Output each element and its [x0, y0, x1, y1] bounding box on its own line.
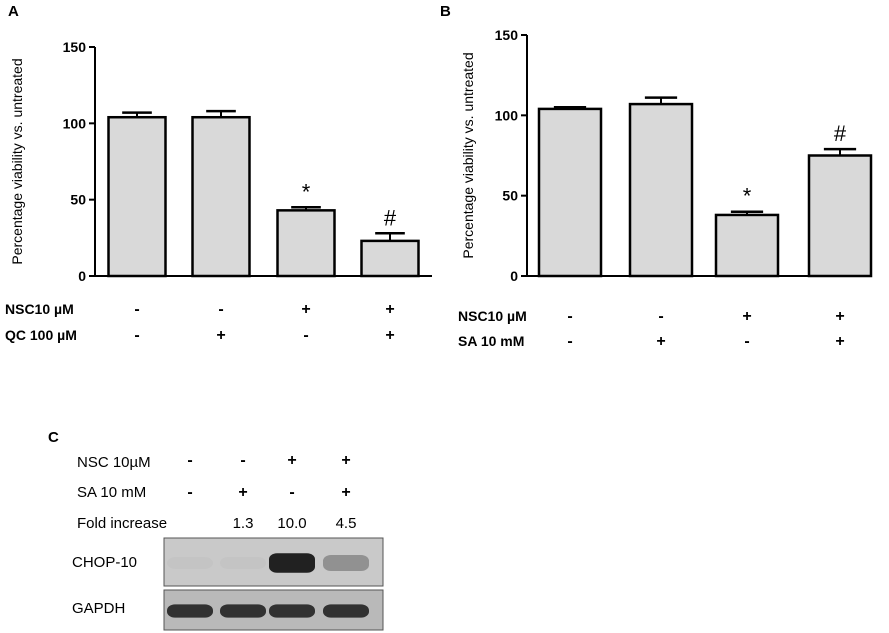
y-tick-label: 0	[78, 268, 86, 284]
condition-minus: -	[744, 333, 749, 350]
blot-condition-plus: +	[287, 452, 296, 469]
y-tick-label: 50	[70, 192, 86, 208]
condition-plus: +	[656, 333, 665, 350]
condition-minus: -	[567, 308, 572, 325]
significance-asterisk: *	[302, 179, 311, 204]
condition-plus: +	[301, 301, 310, 318]
fold-increase-value: 4.5	[336, 515, 357, 532]
blot-condition-minus: -	[240, 452, 245, 469]
condition-minus: -	[303, 327, 308, 344]
blot-condition-plus: +	[238, 484, 247, 501]
condition-label: SA 10 mM	[458, 333, 524, 349]
blot-condition-label: NSC 10µM	[77, 454, 151, 471]
y-tick-label: 0	[510, 268, 518, 284]
significance-hash: #	[834, 121, 847, 146]
condition-plus: +	[742, 308, 751, 325]
blot-row-label: GAPDH	[72, 600, 125, 617]
bar	[714, 213, 780, 278]
condition-minus: -	[658, 308, 663, 325]
blot-band	[323, 555, 369, 571]
bar	[107, 115, 167, 278]
blot-band	[269, 604, 315, 618]
bar	[276, 209, 336, 278]
y-tick-label: 150	[63, 39, 87, 55]
condition-plus: +	[216, 327, 225, 344]
blot-condition-minus: -	[289, 484, 294, 501]
blot-condition-plus: +	[341, 484, 350, 501]
condition-minus: -	[567, 333, 572, 350]
bar	[191, 115, 251, 278]
blot-condition-minus: -	[187, 452, 192, 469]
panel-a-chart: A 0 50 100 150 Percentage viability vs. untr…	[5, 3, 432, 344]
bar	[360, 239, 420, 278]
blot-band	[220, 557, 266, 569]
bar	[537, 107, 603, 278]
significance-hash: #	[384, 205, 397, 230]
condition-plus: +	[835, 308, 844, 325]
panel-b-letter: B	[440, 3, 451, 20]
blot-band	[220, 604, 266, 618]
fold-increase-label: Fold increase	[77, 515, 167, 532]
blot-band	[269, 553, 315, 573]
condition-plus: +	[835, 333, 844, 350]
y-tick-label: 100	[495, 107, 519, 123]
blot-condition-minus: -	[187, 484, 192, 501]
blot-band	[323, 604, 369, 618]
panel-a-letter: A	[8, 3, 19, 20]
significance-asterisk: *	[743, 184, 752, 209]
condition-plus: +	[385, 301, 394, 318]
y-tick-label: 100	[63, 115, 87, 131]
fold-increase-value: 1.3	[233, 515, 254, 532]
fold-increase-value: 10.0	[277, 515, 306, 532]
blot-band	[167, 557, 213, 569]
y-axis-label: Percentage viability vs. untreated	[460, 52, 476, 258]
condition-label: NSC10 µM	[458, 308, 527, 324]
condition-minus: -	[134, 301, 139, 318]
blot-condition-label: SA 10 mM	[77, 484, 146, 501]
condition-minus: -	[134, 327, 139, 344]
y-axis-label: Percentage viability vs. untreated	[9, 58, 25, 264]
panel-c-western-blot: C NSC 10µM - - + + SA 10 mM - + - + Fold increase 1…	[48, 429, 384, 631]
condition-label: NSC10 µM	[5, 301, 74, 317]
panel-c-letter: C	[48, 429, 59, 446]
condition-minus: -	[218, 301, 223, 318]
condition-plus: +	[385, 327, 394, 344]
bar	[807, 154, 873, 278]
bar	[628, 102, 694, 278]
y-tick-label: 50	[502, 188, 518, 204]
blot-band	[167, 604, 213, 618]
y-tick-label: 150	[495, 27, 519, 43]
panel-b-chart: B 0 50 100 150 Percentage viability vs. untr…	[440, 3, 873, 350]
condition-label: QC 100 µM	[5, 327, 77, 343]
blot-row-label: CHOP-10	[72, 554, 137, 571]
blot-condition-plus: +	[341, 452, 350, 469]
